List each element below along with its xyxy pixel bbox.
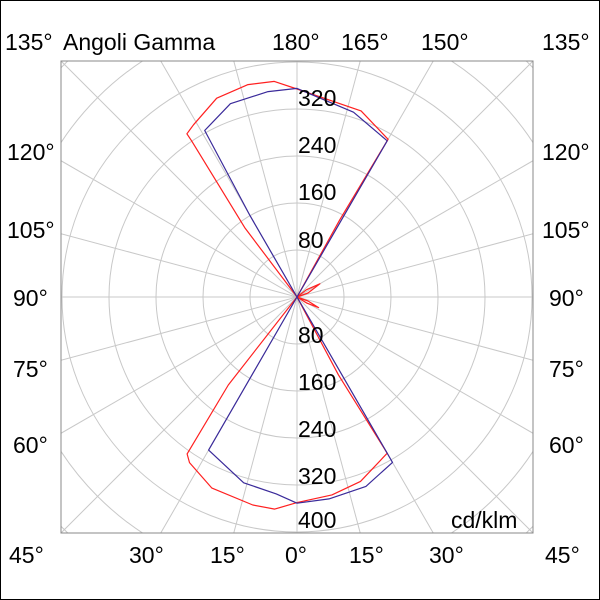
unit-label: cd/klm bbox=[451, 507, 517, 533]
left-label: 105° bbox=[7, 217, 55, 243]
top-label: 180° bbox=[272, 29, 320, 55]
bottom-label: 45° bbox=[545, 542, 580, 568]
left-label: 75° bbox=[13, 356, 48, 382]
right-label: 60° bbox=[549, 432, 584, 458]
radial-label: 320 bbox=[298, 463, 336, 489]
radial-label: 240 bbox=[298, 132, 336, 158]
radial-label: 160 bbox=[298, 369, 336, 395]
radial-label: 400 bbox=[298, 507, 336, 533]
top-label: 135° bbox=[542, 29, 590, 55]
bottom-label: 15° bbox=[349, 542, 384, 568]
curves bbox=[186, 80, 394, 510]
bottom-label: 0° bbox=[285, 542, 307, 568]
right-label: 120° bbox=[542, 139, 590, 165]
top-label: 165° bbox=[341, 29, 389, 55]
series-curve-2 bbox=[204, 87, 394, 504]
left-label: 120° bbox=[7, 139, 55, 165]
bottom-label: 30° bbox=[129, 542, 164, 568]
radial-label: 240 bbox=[298, 416, 336, 442]
plot-border bbox=[60, 60, 534, 534]
left-label: 90° bbox=[13, 285, 48, 311]
top-label: 150° bbox=[421, 29, 469, 55]
series-curve-1 bbox=[186, 80, 389, 510]
right-label: 90° bbox=[549, 285, 584, 311]
radial-label: 80 bbox=[298, 227, 324, 253]
radial-label: 320 bbox=[298, 85, 336, 111]
right-label: 105° bbox=[542, 217, 590, 243]
radial-label: 80 bbox=[298, 322, 324, 348]
bottom-label: 30° bbox=[429, 542, 464, 568]
radial-label: 160 bbox=[298, 179, 336, 205]
left-label: 60° bbox=[13, 432, 48, 458]
bottom-label: 15° bbox=[210, 542, 245, 568]
chart-title: Angoli Gamma bbox=[63, 29, 215, 55]
bottom-label: 45° bbox=[9, 542, 44, 568]
top-label: 135° bbox=[5, 29, 53, 55]
right-label: 75° bbox=[549, 356, 584, 382]
